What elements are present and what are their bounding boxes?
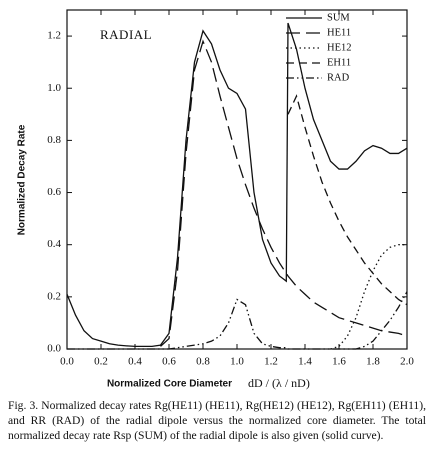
plot-frame <box>66 9 408 350</box>
x-tick-label: 0.0 <box>60 356 74 368</box>
x-tick-label: 0.8 <box>196 356 210 368</box>
legend-label: HE12 <box>327 42 352 53</box>
series-line <box>66 22 408 348</box>
chart: RADIAL Normalized Decay Rate Normalized … <box>17 9 414 390</box>
x-tick-label: 0.6 <box>162 356 176 368</box>
x-tick-label: 1.8 <box>366 356 380 368</box>
x-tick-label: 0.4 <box>128 356 142 368</box>
y-tick-label: 0.2 <box>47 290 61 302</box>
y-tick-label: 1.0 <box>47 82 61 94</box>
y-tick-label: 0.8 <box>47 134 61 146</box>
series-line <box>67 291 408 350</box>
annotation: RADIAL <box>100 27 152 42</box>
legend-label: EH11 <box>327 57 351 68</box>
x-axis-formula: dD / (λ / nD) <box>248 376 310 390</box>
y-tick-label: 0.6 <box>47 186 61 198</box>
y-tick-label: 1.2 <box>47 30 61 42</box>
legend-label: SUM <box>327 12 350 23</box>
legend-label: HE11 <box>327 27 351 38</box>
y-axis-label: Normalized Decay Rate <box>17 124 28 235</box>
y-tick-label: 0.0 <box>47 343 61 355</box>
figure-caption: Fig. 3. Normalized decay rates Rg(HE11) … <box>8 399 426 442</box>
x-tick-label: 1.2 <box>264 356 278 368</box>
series-line <box>330 244 407 350</box>
legend-label: RAD <box>327 72 350 83</box>
series-line <box>160 39 408 347</box>
x-tick-label: 1.6 <box>332 356 346 368</box>
x-axis-label: Normalized Core Diameter <box>107 379 232 390</box>
x-tick-label: 2.0 <box>400 356 414 368</box>
x-tick-label: 1.4 <box>298 356 312 368</box>
x-tick-label: 1.0 <box>230 356 244 368</box>
series-line <box>287 94 408 306</box>
x-tick-label: 0.2 <box>94 356 108 368</box>
y-tick-label: 0.4 <box>47 238 61 250</box>
